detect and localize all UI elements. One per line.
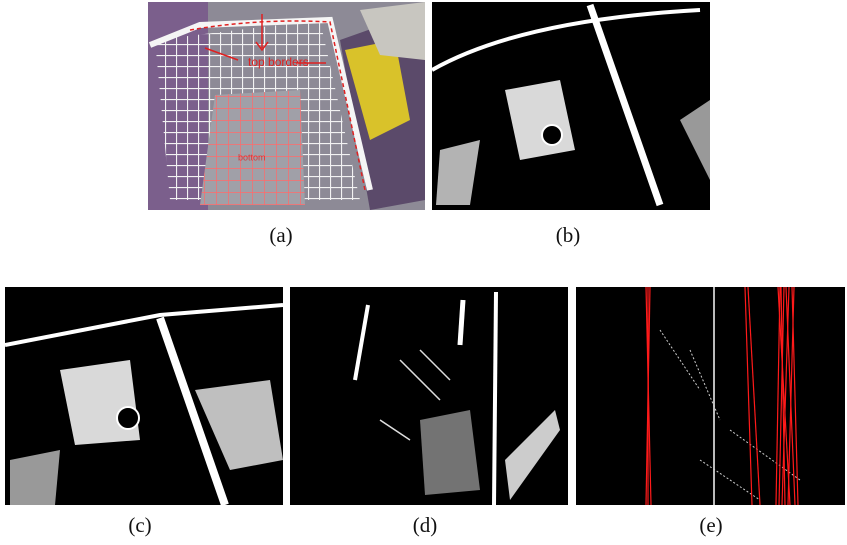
- image-shape: [117, 407, 139, 429]
- image-shape: [420, 410, 480, 495]
- panel-caption: (c): [128, 513, 151, 537]
- annotation: bottom: [238, 152, 266, 162]
- panel-caption: (e): [699, 513, 722, 537]
- panel-caption: (a): [269, 223, 292, 247]
- lines-panel-e: [576, 287, 845, 505]
- figure: top borders bottom: [0, 0, 847, 545]
- image-shape: [494, 292, 496, 505]
- image-shape: [200, 90, 305, 205]
- binary-panel-c: [5, 287, 283, 505]
- edge-panel-d: [290, 287, 568, 505]
- annotation: top borders: [248, 55, 309, 69]
- binary-panel-b: [432, 2, 710, 210]
- panel-caption: (b): [556, 223, 581, 247]
- image-shape: [576, 287, 845, 505]
- photo-panel-a: top borders bottom: [148, 2, 425, 210]
- image-shape: [542, 125, 562, 145]
- panel-caption: (d): [413, 513, 438, 537]
- image-shape: [460, 300, 463, 345]
